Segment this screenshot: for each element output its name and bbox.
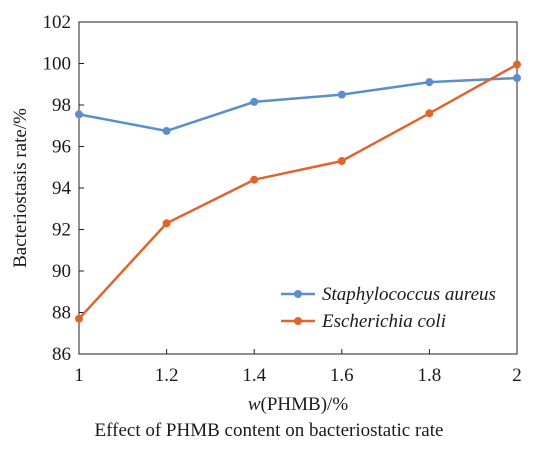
x-tick-label: 1 xyxy=(74,365,84,386)
series-1-point xyxy=(337,157,346,166)
series-0-point xyxy=(250,97,259,106)
y-tick-label: 90 xyxy=(52,261,71,282)
series-0-point xyxy=(513,74,521,83)
series-1-point xyxy=(162,219,171,228)
series-1-point xyxy=(513,60,521,69)
y-tick-label: 88 xyxy=(52,303,71,324)
y-tick-label: 98 xyxy=(52,95,71,116)
series-1-point xyxy=(250,175,259,184)
series-0-point xyxy=(337,90,346,99)
x-tick-label: 1.4 xyxy=(242,365,266,386)
series-0-point xyxy=(425,78,434,87)
y-tick-label: 86 xyxy=(52,344,71,365)
x-axis-label-var: w xyxy=(248,394,261,415)
legend-label: Staphylococcus aureus xyxy=(322,284,496,305)
x-tick-label: 1.2 xyxy=(155,365,179,386)
y-tick-label: 100 xyxy=(43,54,72,75)
legend-label: Escherichia coli xyxy=(321,311,446,332)
chart: 86 88 90 92 94 96 98 100 102 1 1.2 1.4 1.6 1.8 2 Bact… xyxy=(10,12,522,415)
legend-swatch-marker xyxy=(294,290,302,298)
y-ticks: 86 88 90 92 94 96 98 100 102 xyxy=(43,12,84,365)
series-0-point xyxy=(162,126,171,135)
y-tick-label: 94 xyxy=(52,178,72,199)
series-1-point xyxy=(425,109,434,118)
y-tick-label: 92 xyxy=(52,220,71,241)
x-axis-label-unit: (PHMB)/% xyxy=(261,394,349,415)
legend: Staphylococcus aureus Escherichia coli xyxy=(281,284,496,332)
series-layer xyxy=(75,60,521,323)
x-tick-label: 1.6 xyxy=(330,365,354,386)
figure-caption: Effect of PHMB content on bacteriostatic… xyxy=(94,420,444,441)
y-tick-label: 96 xyxy=(52,137,71,158)
series-line-1 xyxy=(78,63,518,320)
series-line-0 xyxy=(78,76,518,133)
x-tick-label: 1.8 xyxy=(418,365,442,386)
series-0-point xyxy=(75,110,83,119)
x-tick-label: 2 xyxy=(512,365,522,386)
series-1-point xyxy=(75,314,83,323)
y-axis-label: Bacteriostasis rate/% xyxy=(10,108,31,268)
x-axis-label: w(PHMB)/% xyxy=(248,394,348,415)
y-tick-label: 102 xyxy=(43,12,72,33)
x-ticks: 1 1.2 1.4 1.6 1.8 2 xyxy=(74,349,522,386)
legend-swatch-marker xyxy=(294,317,302,325)
